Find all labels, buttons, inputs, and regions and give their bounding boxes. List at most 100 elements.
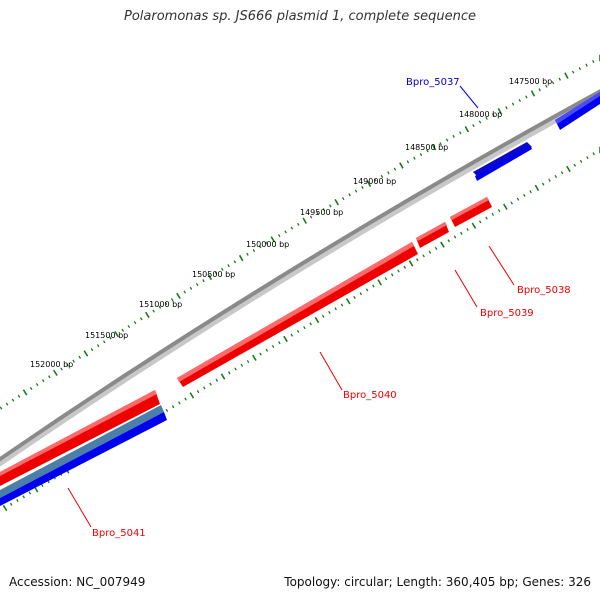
major-tick-mark <box>114 330 119 338</box>
minor-tick-mark <box>41 379 45 383</box>
minor-tick-mark <box>340 303 344 307</box>
minor-tick-mark <box>228 371 231 375</box>
minor-tick-mark <box>579 159 583 163</box>
minor-tick-mark <box>9 502 13 506</box>
minor-tick-mark <box>459 131 462 135</box>
major-tick-mark <box>440 241 445 248</box>
major-tick-mark <box>252 354 257 361</box>
tick-label: 148000 bp <box>459 110 502 119</box>
callout-line-bpro-5041 <box>67 487 92 528</box>
minor-tick-mark <box>478 120 482 124</box>
minor-tick-mark <box>5 402 9 406</box>
minor-tick-mark <box>419 153 423 157</box>
major-tick-mark <box>189 392 195 399</box>
major-tick-mark <box>53 369 58 376</box>
minor-tick-mark <box>215 378 219 382</box>
minor-tick-mark <box>505 106 508 110</box>
tick-label: 151000 bp <box>139 300 182 309</box>
minor-tick-mark <box>485 116 488 120</box>
rna-feature-steelblue[interactable] <box>0 405 164 498</box>
minor-tick-mark <box>390 273 394 277</box>
major-tick-mark <box>302 217 307 224</box>
minor-tick-mark <box>178 401 181 405</box>
major-tick-mark <box>334 199 339 206</box>
minor-tick-mark <box>525 95 528 99</box>
minor-tick-mark <box>545 84 548 88</box>
minor-tick-mark <box>321 314 325 318</box>
gene-label-bpro-5037[interactable]: Bpro_5037 <box>406 77 460 88</box>
minor-tick-mark <box>246 359 250 364</box>
minor-tick-mark <box>516 197 520 201</box>
major-tick-mark <box>145 311 150 319</box>
tick-label: 150000 bp <box>246 240 289 249</box>
minor-tick-mark <box>296 329 300 333</box>
minor-tick-mark <box>460 231 463 235</box>
tick-label: 149500 bp <box>300 208 343 217</box>
minor-tick-mark <box>297 222 300 226</box>
minor-tick-mark <box>139 317 143 321</box>
gene-fragment-blue-lower[interactable] <box>0 412 167 506</box>
minor-tick-mark <box>478 220 482 224</box>
minor-tick-mark <box>16 498 19 503</box>
gene-bpro-5037-feature[interactable] <box>473 142 532 181</box>
minor-tick-mark <box>361 185 364 190</box>
minor-tick-mark <box>328 310 331 315</box>
gene-fragment-blue-upper[interactable] <box>555 92 600 130</box>
callout-line-bpro-5039 <box>454 269 478 308</box>
minor-tick-mark <box>354 189 358 193</box>
minor-tick-mark <box>365 288 369 292</box>
major-tick-mark <box>408 260 414 267</box>
gene-label-bpro-5038[interactable]: Bpro_5038 <box>517 285 571 296</box>
callout-line-bpro-5038 <box>488 245 515 286</box>
minor-tick-mark <box>554 174 558 179</box>
minor-tick-mark <box>586 156 589 160</box>
minor-tick-mark <box>303 326 306 330</box>
minor-tick-mark <box>466 227 469 232</box>
minor-tick-mark <box>322 208 326 212</box>
minor-tick-mark <box>277 234 281 238</box>
major-tick-mark <box>464 126 470 133</box>
minor-tick-mark <box>184 397 187 401</box>
major-tick-mark <box>534 184 540 192</box>
minor-tick-mark <box>353 295 356 300</box>
major-tick-mark <box>283 335 288 343</box>
minor-tick-mark <box>227 264 230 268</box>
minor-tick-mark <box>265 241 268 245</box>
gene-label-bpro-5041[interactable]: Bpro_5041 <box>92 528 146 539</box>
minor-tick-mark <box>384 277 388 281</box>
tick-label: 149000 bp <box>353 177 396 186</box>
major-tick-mark <box>399 162 404 169</box>
major-tick-mark <box>497 108 503 115</box>
minor-tick-mark <box>380 174 384 179</box>
minor-tick-mark <box>196 390 200 394</box>
minor-tick-mark <box>195 282 199 287</box>
gene-bpro-5041-feature[interactable] <box>0 390 160 486</box>
minor-tick-mark <box>109 336 112 340</box>
minor-tick-mark <box>121 328 125 332</box>
gene-bpro-5040-feature[interactable] <box>177 242 418 387</box>
minor-tick-mark <box>170 298 174 302</box>
accession-text: Accession: NC_007949 <box>9 575 146 589</box>
minor-tick-mark <box>491 212 495 216</box>
topology-summary-text: Topology: circular; Length: 360,405 bp; … <box>284 575 591 589</box>
minor-tick-mark <box>422 254 425 258</box>
minor-tick-mark <box>309 322 312 326</box>
minor-tick-mark <box>348 193 351 197</box>
minor-tick-mark <box>585 63 588 67</box>
minor-tick-mark <box>271 344 275 349</box>
minor-tick-mark <box>22 495 25 499</box>
major-tick-mark <box>564 72 569 79</box>
gene-label-bpro-5039[interactable]: Bpro_5039 <box>480 308 534 319</box>
gene-bpro-5039-feature[interactable] <box>416 222 449 248</box>
gene-label-bpro-5040[interactable]: Bpro_5040 <box>343 390 397 401</box>
minor-tick-mark <box>472 124 475 128</box>
gene-bpro-5038-feature[interactable] <box>450 197 492 227</box>
minor-tick-mark <box>78 355 82 359</box>
minor-tick-mark <box>66 363 69 367</box>
minor-tick-mark <box>439 142 442 146</box>
minor-tick-mark <box>548 178 551 182</box>
tick-label: 151500 bp <box>85 331 128 340</box>
map-title: Polaromonas sp. JS666 plasmid 1, complet… <box>123 9 476 24</box>
minor-tick-mark <box>259 352 262 356</box>
minor-tick-mark <box>11 398 15 402</box>
